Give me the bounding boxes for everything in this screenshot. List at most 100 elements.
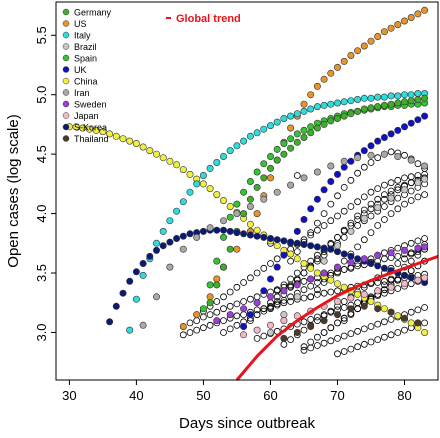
data-point-other-country <box>347 345 355 353</box>
data-point-other-country <box>246 295 254 303</box>
data-point-other-country <box>380 216 388 223</box>
data-point-other-country <box>220 305 227 313</box>
data-point-uk <box>400 123 408 131</box>
data-point-uk <box>421 112 429 120</box>
data-point-other-country <box>347 330 355 338</box>
data-point-s-korea <box>280 237 288 245</box>
data-point-other-country <box>287 283 295 291</box>
data-point-other-country <box>394 194 402 202</box>
data-point-italy <box>380 93 388 101</box>
data-point-china <box>106 130 114 138</box>
data-point-other-country <box>367 212 375 220</box>
data-point-brazil <box>293 293 301 301</box>
data-point-spain <box>233 200 241 208</box>
y-axis-label: Open cases (log scale) <box>5 114 22 267</box>
data-point-other-country <box>360 325 368 333</box>
data-point-other-country <box>380 286 388 294</box>
data-point-other-country <box>380 181 388 189</box>
data-point-other-country <box>407 187 415 195</box>
data-point-china <box>179 166 187 174</box>
data-point-thailand <box>374 305 382 313</box>
data-point-italy <box>213 159 221 167</box>
data-point-china <box>112 132 120 140</box>
data-point-s-korea <box>179 232 187 240</box>
data-point-other-country <box>394 260 402 267</box>
data-point-italy <box>220 153 228 161</box>
data-point-us <box>367 37 375 45</box>
legend-marker <box>62 8 70 16</box>
trend-line-layer <box>235 254 439 381</box>
data-point-other-country <box>313 317 321 325</box>
data-point-italy <box>179 198 187 206</box>
data-point-iran <box>367 151 375 159</box>
x-tick-label: 70 <box>330 388 344 403</box>
data-point-other-country <box>374 185 382 193</box>
data-point-other-country <box>253 311 261 319</box>
data-point-other-country <box>401 326 408 334</box>
data-point-uk <box>300 216 308 224</box>
data-point-spain <box>240 188 248 196</box>
data-point-thailand <box>347 305 355 313</box>
data-point-china <box>354 290 362 298</box>
data-point-germany <box>347 110 355 118</box>
data-point-us <box>266 174 274 182</box>
data-point-s-korea <box>213 226 221 234</box>
data-point-other-country <box>401 174 408 182</box>
data-point-germany <box>380 101 388 109</box>
data-point-other-country <box>300 346 308 354</box>
data-point-s-korea <box>246 231 254 239</box>
data-point-china <box>313 269 321 277</box>
data-point-iran <box>233 210 241 218</box>
data-point-s-korea <box>300 241 308 249</box>
data-point-italy <box>273 118 281 126</box>
data-point-germany <box>407 97 415 105</box>
data-point-uk <box>394 126 402 134</box>
data-point-other-country <box>414 306 422 314</box>
data-point-germany <box>387 100 395 108</box>
data-point-other-country <box>340 348 348 355</box>
data-point-other-country <box>220 293 227 301</box>
data-point-other-country <box>240 298 248 305</box>
data-point-other-country <box>327 307 335 315</box>
data-point-s-korea <box>240 230 248 238</box>
data-point-iran <box>193 233 201 241</box>
data-point-uk <box>340 163 348 171</box>
data-point-uk <box>313 195 321 203</box>
data-point-us <box>253 210 261 218</box>
legend-marker <box>62 54 70 62</box>
data-point-iran <box>380 150 388 158</box>
data-point-other-country <box>367 159 375 166</box>
plot-frame <box>55 1 439 381</box>
data-point-other-country <box>374 336 382 344</box>
data-point-iran <box>313 168 321 176</box>
data-point-other-country <box>300 343 308 351</box>
data-point-italy <box>333 99 341 107</box>
data-point-other-country <box>367 229 375 237</box>
data-point-other-country <box>407 179 415 187</box>
data-point-sweden <box>414 244 422 252</box>
x-tick-label: 30 <box>62 388 76 403</box>
data-point-other-country <box>394 244 402 252</box>
data-point-other-country <box>313 286 321 294</box>
data-point-other-country <box>313 255 321 263</box>
data-point-other-country <box>407 257 415 265</box>
data-point-italy <box>407 91 415 99</box>
data-point-japan <box>374 287 382 295</box>
data-point-other-country <box>327 288 335 296</box>
data-point-germany <box>394 99 402 107</box>
data-point-other-country <box>327 269 335 277</box>
data-point-other-country <box>387 210 395 218</box>
legend-label: Italy <box>74 31 91 41</box>
data-point-iran <box>273 188 281 196</box>
data-point-uk <box>273 263 281 271</box>
trend-legend: Global trend <box>166 13 241 25</box>
data-point-other-country <box>267 305 274 313</box>
data-point-italy <box>293 110 301 118</box>
data-point-uk <box>320 186 328 194</box>
data-point-other-country <box>347 203 355 210</box>
data-point-thailand <box>333 311 341 319</box>
data-point-italy <box>166 217 174 225</box>
data-point-china <box>287 250 295 258</box>
data-point-spain <box>253 168 261 176</box>
